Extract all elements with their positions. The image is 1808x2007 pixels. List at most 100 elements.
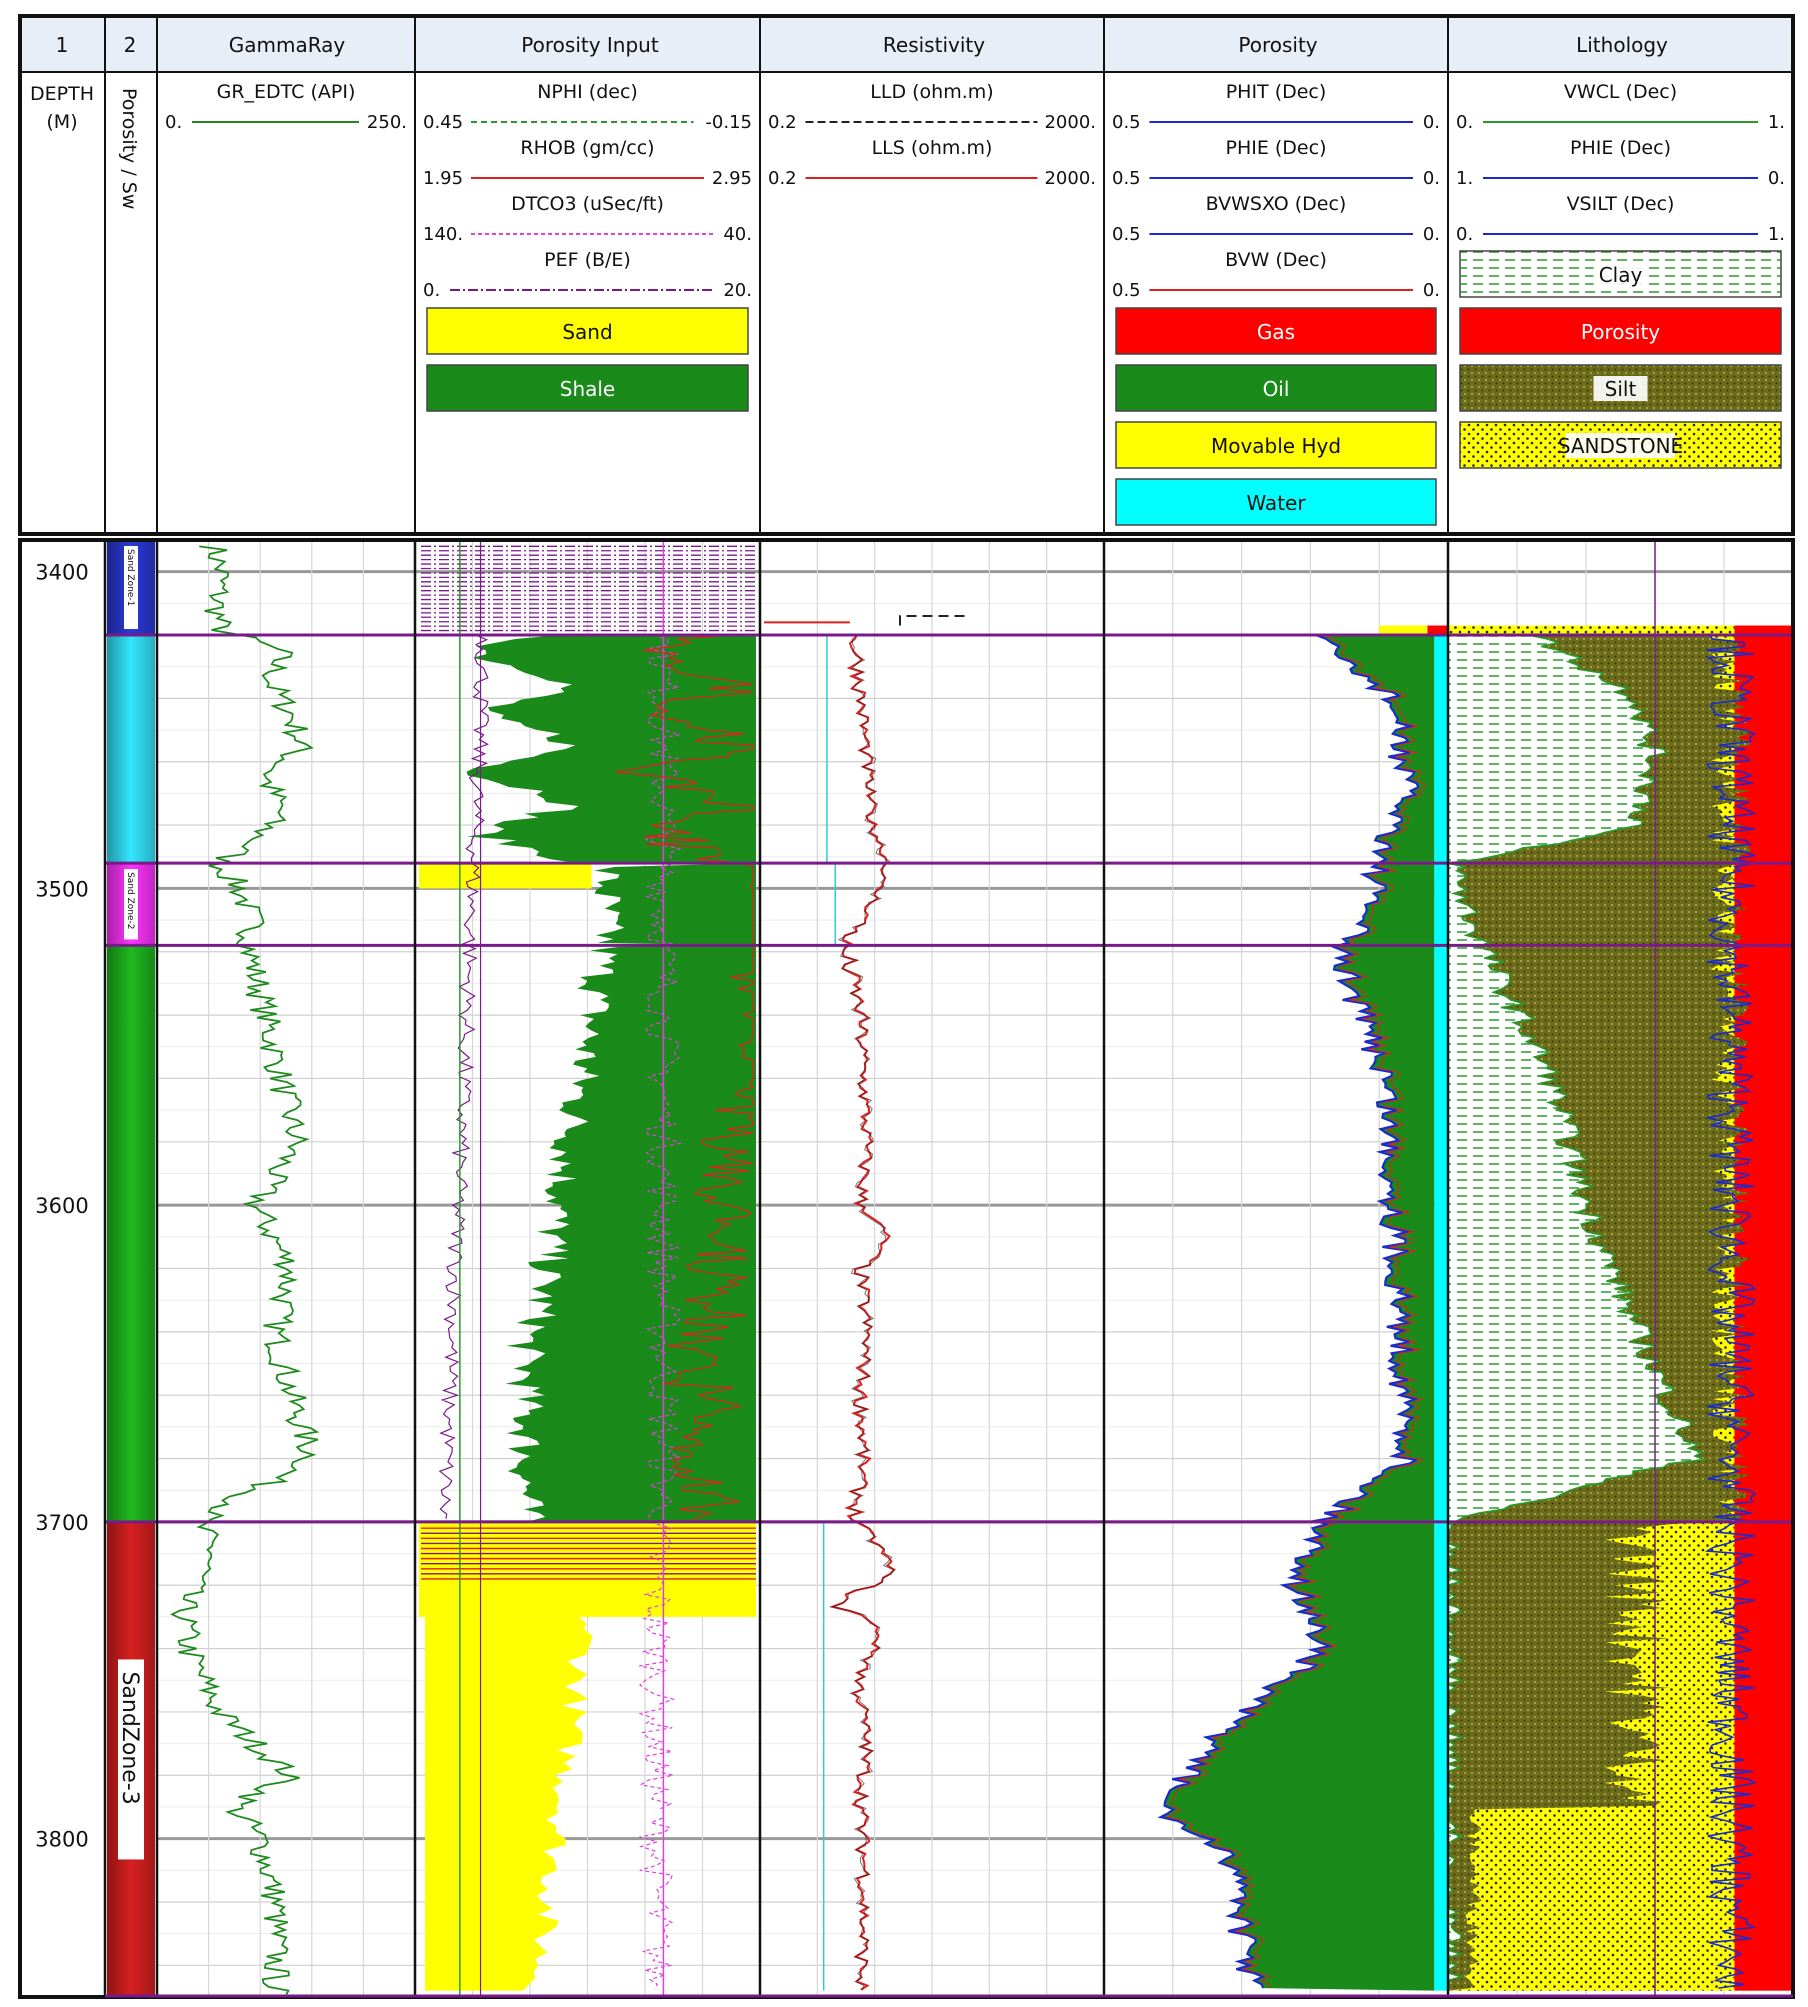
lithology-track-title: Lithology [1576, 33, 1668, 57]
porosity-input-curve-left-scale: 140. [423, 224, 463, 245]
lithology-curve-name: VWCL (Dec) [1564, 81, 1677, 103]
depth-header-unit: (M) [46, 111, 77, 133]
porosity-curve-name: BVW (Dec) [1225, 249, 1327, 271]
porosity-input-sand-fill [425, 1616, 593, 1991]
gamma-curve-left-scale: 0. [165, 112, 182, 133]
resistivity-track-title: Resistivity [883, 33, 985, 57]
porosity-input-shale-fill [505, 945, 756, 1522]
zone-label-bg [124, 546, 138, 630]
porosity-input-curve-name: PEF (B/E) [544, 249, 631, 271]
gammaray-track-title: GammaRay [229, 33, 346, 57]
porosity-oil-fill [1160, 635, 1435, 1991]
lld-resistivity-curve [830, 634, 895, 1990]
lithology-fill-label-bg [1593, 376, 1648, 401]
zone-track: Sand Zone-1 Sand Zone-2 SandZone-3 [107, 540, 155, 1997]
zone-label-bg [124, 869, 138, 940]
porosity-fill-swatch [1115, 478, 1437, 526]
lithology-curve-name: VSILT (Dec) [1567, 193, 1675, 215]
depth-header-label: DEPTH [30, 83, 94, 105]
porosity-fill-swatch [1115, 421, 1437, 469]
porosity-input-fill-label: Shale [560, 377, 616, 401]
porosity-movable-hyd-fill [1379, 625, 1428, 636]
rhob-curve [615, 634, 755, 1522]
zone-track-header-label: Porosity / Sw [118, 88, 140, 209]
lithology-fill-swatch [1459, 307, 1782, 355]
porosity-fill-label: Oil [1263, 377, 1290, 401]
lithology-curve-left-scale: 0. [1456, 112, 1473, 133]
porosity-curve-name: PHIE (Dec) [1226, 137, 1327, 159]
lithology-fill-label-bg [1566, 433, 1675, 458]
porosity-curve-right-scale: 0. [1423, 168, 1440, 189]
porosity-curve-name: BVWSXO (Dec) [1206, 193, 1347, 215]
porosity-gas-fill [1427, 625, 1448, 636]
depth-tick-label: 3800 [35, 1828, 88, 1852]
porosity-input-curve-name: RHOB (gm/cc) [520, 137, 654, 159]
porosity-curve-left-scale: 0.5 [1112, 224, 1141, 245]
track-frames [18, 14, 1795, 1999]
porosity-curve-right-scale: 0. [1423, 112, 1440, 133]
bvw-curve [1166, 634, 1426, 1989]
log-curves [170, 540, 1757, 1997]
lithology-fill-label: Silt [1605, 377, 1637, 401]
lithology-fill-label: Porosity [1581, 320, 1660, 344]
lithology-fill-label-bg [1593, 262, 1648, 287]
porosity-track-title: Porosity [1238, 33, 1317, 57]
gamma-curve-right-scale: 250. [367, 112, 407, 133]
gamma-ray-curve [170, 545, 320, 1995]
porosity-curve-name: PHIT (Dec) [1226, 81, 1327, 103]
porosity-fill-swatch [1115, 364, 1437, 412]
porosity-curve-left-scale: 0.5 [1112, 280, 1141, 301]
zone-label-bg [118, 1659, 144, 1860]
phie-lithology-curve [1704, 634, 1757, 1989]
porosity-fill-swatch [1115, 307, 1437, 355]
track-2-number: 2 [124, 33, 137, 57]
lithology-fill-label: SANDSTONE [1558, 434, 1683, 458]
lld-resistivity-curve [899, 615, 970, 626]
porosity-input-curve-left-scale: 1.95 [423, 168, 463, 189]
log-fills [419, 625, 1793, 1991]
porosity-input-shale-fill [594, 863, 756, 946]
curve-headers: GR_EDTC (API) 0. 250. NPHI (dec) 0.45 -0.15 RH… [165, 81, 1785, 526]
phit-curve [1157, 633, 1420, 1989]
porosity-curve-right-scale: 0. [1423, 224, 1440, 245]
lithology-curve-right-scale: 0. [1768, 168, 1785, 189]
lithology-fill-label: Clay [1599, 263, 1643, 287]
lithology-curve-left-scale: 0. [1456, 224, 1473, 245]
porosity-input-shale-fill [466, 635, 756, 864]
porosity-water-fill [1434, 635, 1448, 1991]
porosity-input-curve-name: NPHI (dec) [537, 81, 638, 103]
track-1-number: 1 [56, 33, 69, 57]
porosity-curve-left-scale: 0.5 [1112, 112, 1141, 133]
zone-label: Sand Zone-1 [125, 549, 135, 606]
header-frame [18, 14, 1795, 536]
porosity-input-curve-right-scale: 40. [723, 224, 752, 245]
porosity-input-track-title: Porosity Input [521, 33, 659, 57]
porosity-fill-label: Movable Hyd [1211, 434, 1341, 458]
gamma-curve-name: GR_EDTC (API) [217, 81, 356, 103]
lithology-curve-right-scale: 1. [1768, 224, 1785, 245]
lithology-clay-fill [1448, 635, 1705, 1991]
porosity-fill-label: Gas [1257, 320, 1295, 344]
lithology-curve-name: PHIE (Dec) [1570, 137, 1671, 159]
resistivity-curve-name: LLD (ohm.m) [870, 81, 993, 103]
porosity-input-curve-right-scale: 2.95 [712, 168, 752, 189]
porosity-input-sand-fill [419, 863, 592, 889]
dtco3-curve [638, 634, 683, 1990]
porosity-curve-right-scale: 0. [1423, 280, 1440, 301]
depth-tick-label: 3400 [35, 561, 88, 585]
porosity-fill-label: Water [1246, 491, 1306, 515]
porosity-input-fill-label: Sand [562, 320, 612, 344]
porosity-curve-left-scale: 0.5 [1112, 168, 1141, 189]
lls-resistivity-curve [828, 634, 896, 1991]
porosity-input-fill-swatch [426, 364, 749, 412]
porosity-input-curve-right-scale: 20. [723, 280, 752, 301]
depth-tick-label: 3700 [35, 1511, 88, 1535]
vwcl-curve [1445, 634, 1705, 1989]
resistivity-curve-right-scale: 2000. [1044, 112, 1096, 133]
resistivity-curve-right-scale: 2000. [1044, 168, 1096, 189]
depth-tick-label: 3600 [35, 1194, 88, 1218]
porosity-input-fill-swatch [426, 307, 749, 355]
resistivity-curve-left-scale: 0.2 [768, 168, 797, 189]
lithology-curve-left-scale: 1. [1456, 168, 1473, 189]
porosity-input-curve-right-scale: -0.15 [705, 112, 752, 133]
